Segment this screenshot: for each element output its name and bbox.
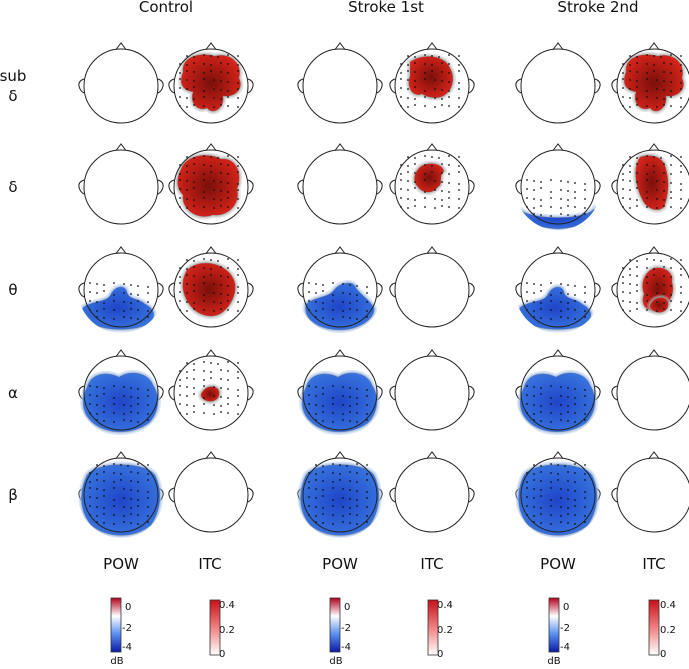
band-label-delta: δ [8,178,18,196]
scalp-map-r1-c2 [297,143,383,225]
scalp-map-r4-c0 [78,451,164,538]
itc-cb-tick-2: 0 [660,649,667,660]
itc-cb-tick-2: 0 [219,649,226,660]
scalp-map-r1-c1 [168,143,254,225]
pow-cb-tick-0: 0 [563,602,570,613]
measure-label-itc-control: ITC [198,555,222,573]
scalp-map-r2-c0 [78,246,164,333]
pow-cb-unit: dB [329,656,343,667]
scalp-map-r3-c1 [168,349,254,431]
itc-colorbar-3 [427,599,439,656]
pow-cb-tick-0: 0 [125,602,132,613]
itc-cb-tick-0: 0.4 [219,600,235,611]
scalp-map-r3-c3 [389,349,475,431]
pow-cb-unit: dB [547,656,561,667]
pow-cb-tick-2: -4 [341,642,351,653]
scalp-map-r1-c5 [611,143,689,225]
measure-label-itc-stroke2: ITC [642,555,666,573]
itc-colorbar-1 [209,599,221,656]
group-label-stroke-1st: Stroke 1st [348,0,424,16]
pow-cb-tick-1: -2 [341,623,351,634]
scalp-map-r0-c4 [515,42,601,124]
itc-cb-tick-0: 0.4 [660,600,676,611]
measure-label-pow-stroke2: POW [540,555,576,573]
scalp-map-r0-c1 [168,42,254,124]
scalp-map-r4-c1 [168,451,254,533]
pow-cb-tick-0: 0 [344,602,351,613]
band-label-sub-delta: sub δ [0,67,27,105]
scalp-map-r1-c0 [78,143,164,225]
scalp-map-r3-c0 [78,349,164,435]
scalp-map-r0-c5 [611,42,689,124]
pow-colorbar-0 [110,597,122,653]
itc-cb-tick-1: 0.2 [660,625,676,636]
scalp-map-r1-c4 [515,143,601,230]
measure-label-pow-control: POW [103,555,139,573]
band-label-theta: θ [8,281,18,299]
scalp-map-r4-c3 [389,451,475,533]
pow-cb-tick-1: -2 [122,623,132,634]
scalp-map-r3-c4 [515,349,601,435]
group-label-control: Control [138,0,194,16]
itc-cb-tick-1: 0.2 [219,625,235,636]
scalp-map-r2-c1 [168,246,254,328]
measure-label-pow-stroke1: POW [322,555,358,573]
itc-cb-tick-1: 0.2 [437,625,453,636]
band-label-alpha: α [8,384,18,402]
pow-colorbar-4 [548,597,560,653]
scalp-map-r2-c3 [389,246,475,328]
scalp-map-r3-c2 [297,349,383,435]
band-label-beta: β [8,486,18,504]
scalp-map-r2-c5 [611,246,689,328]
pow-colorbar-2 [329,597,341,653]
itc-colorbar-5 [648,599,660,656]
pow-cb-tick-2: -4 [122,642,132,653]
scalp-map-r0-c0 [78,42,164,124]
itc-cb-tick-2: 0 [437,649,444,660]
scalp-map-r2-c4 [515,246,601,333]
scalp-map-r3-c5 [611,349,689,431]
scalp-map-r1-c3 [389,143,475,225]
scalp-map-r4-c2 [297,451,383,538]
scalp-map-r4-c4 [515,451,601,538]
scalp-map-r0-c2 [297,42,383,124]
scalp-map-r0-c3 [389,42,475,124]
itc-cb-tick-0: 0.4 [437,600,453,611]
pow-cb-tick-1: -2 [560,623,570,634]
scalp-map-r2-c2 [297,246,383,333]
measure-label-itc-stroke1: ITC [420,555,444,573]
scalp-map-r4-c5 [611,451,689,533]
pow-cb-unit: dB [110,656,124,667]
group-label-stroke-2nd: Stroke 2nd [557,0,639,16]
pow-cb-tick-2: -4 [560,642,570,653]
